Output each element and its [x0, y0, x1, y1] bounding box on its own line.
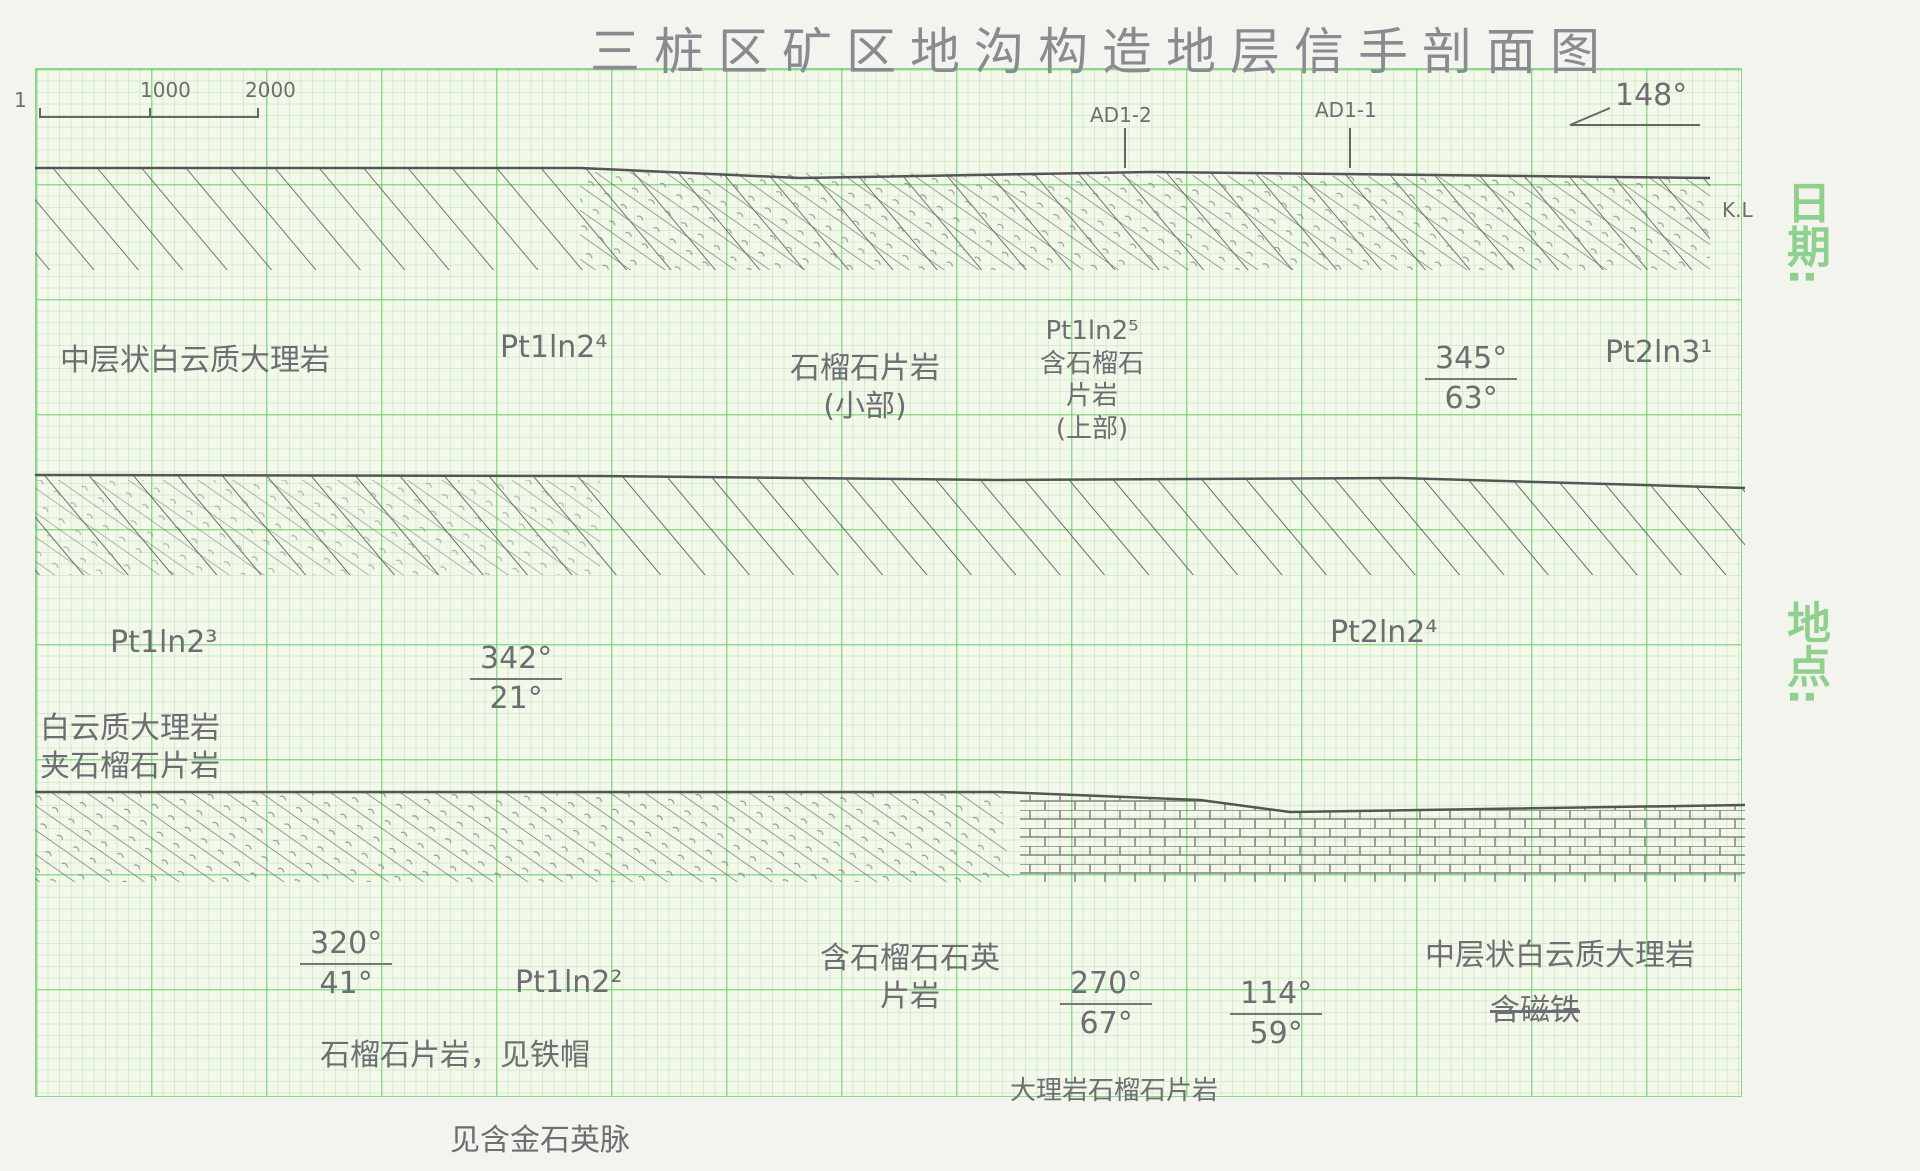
formation-label: Pt1ln2⁴ [500, 330, 608, 365]
marker-label: AD1-1 [1315, 98, 1377, 122]
attitude-label: 342° 21° [470, 640, 563, 717]
page-title: 三桩区矿区地沟构造地层信手剖面图 [590, 23, 1614, 81]
stratum-band-1 [35, 166, 1711, 270]
date-label: 日期: [1779, 180, 1830, 286]
formation-label: Pt2ln2⁴ [1330, 615, 1438, 650]
stratum-band-3 [35, 790, 1746, 882]
formation-label: Pt1ln2² [515, 965, 623, 1000]
lithology-label: 大理岩石榴石片岩 [1010, 1076, 1219, 1106]
scale-bar [39, 108, 259, 118]
lithology-label: 石榴石片岩 (小部) [790, 351, 940, 424]
attitude-label: 345° 63° [1425, 340, 1518, 417]
attitude-label: 270° 67° [1060, 965, 1153, 1042]
lithology-label: 含磁铁 [1490, 993, 1580, 1028]
scale-start: 1 [14, 88, 27, 112]
lithology-label: 含石榴石石英 片岩 [820, 941, 1000, 1014]
place-label: 地点: [1779, 600, 1830, 706]
formation-label: Pt1ln2³ [110, 625, 218, 660]
stratum-band-2 [34, 473, 1746, 575]
azimuth-label: 148° [1615, 78, 1688, 113]
kl-label: K.L [1722, 198, 1753, 222]
lithology-label: 中层状白云质大理岩 [60, 343, 330, 378]
attitude-label: 114° 59° [1230, 975, 1323, 1052]
scale-mid: 1000 [140, 78, 191, 102]
azimuth-arrow [1569, 107, 1700, 126]
scale-end: 2000 [245, 78, 296, 102]
formation-label: Pt2ln3¹ [1605, 335, 1713, 370]
lithology-label: Pt1ln2⁵ 含石榴石 片岩 (上部) [1040, 316, 1145, 444]
lithology-label: 石榴石片岩，见铁帽 [320, 1038, 590, 1073]
marker-label: AD1-2 [1090, 103, 1152, 127]
note-label: 见含金石英脉 [450, 1123, 630, 1158]
lithology-label: 中层状白云质大理岩 [1425, 938, 1695, 973]
attitude-label: 320° 41° [300, 925, 393, 1002]
lithology-label: 白云质大理岩 夹石榴石片岩 [40, 711, 220, 784]
